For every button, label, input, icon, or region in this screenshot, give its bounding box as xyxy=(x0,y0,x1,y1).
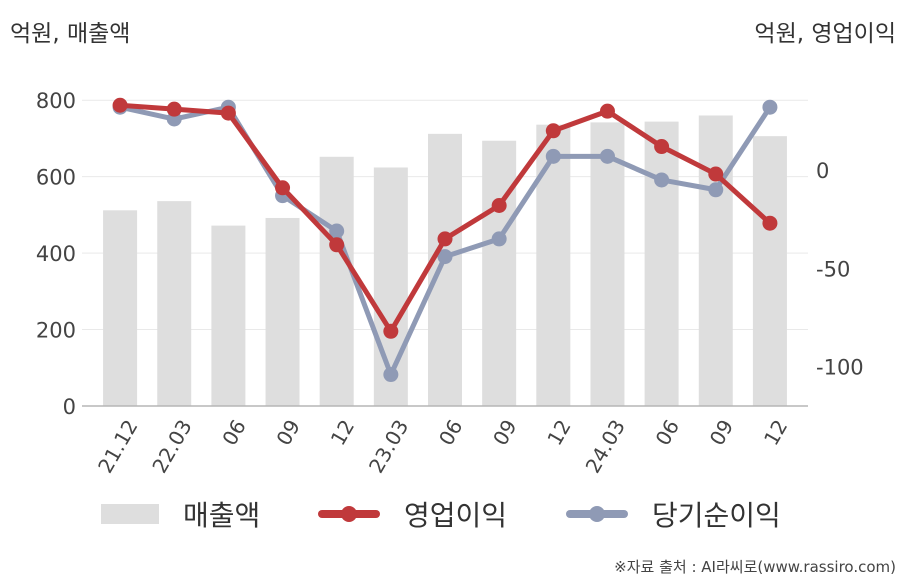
x-tick-label: 12 xyxy=(759,416,793,450)
operating-profit-point xyxy=(545,123,561,139)
revenue-bar xyxy=(265,217,300,406)
revenue-bar xyxy=(373,167,408,406)
net-income-point xyxy=(762,99,778,115)
revenue-bar xyxy=(752,136,787,406)
x-tick-label: 06 xyxy=(217,416,251,450)
right-axis-unit: 억원, 영업이익 xyxy=(754,21,896,47)
x-tick-label: 23.03 xyxy=(364,416,413,478)
legend-item-operating-profit: 영업이익 xyxy=(318,494,507,534)
revenue-bar xyxy=(644,121,679,407)
left-tick-label: 0 xyxy=(63,395,76,419)
right-tick-label: -100 xyxy=(816,356,864,380)
revenue-bar xyxy=(482,140,517,406)
operating-profit-point xyxy=(383,323,399,339)
operating-profit-point xyxy=(654,139,670,155)
left-axis-unit: 억원, 매출액 xyxy=(10,21,131,47)
source-note: ※자료 출처 : AI라씨로(www.rassiro.com) xyxy=(614,558,896,576)
x-tick-label: 09 xyxy=(705,416,739,450)
revenue-bars xyxy=(103,115,787,407)
x-tick-label: 12 xyxy=(326,416,360,450)
operating-profit-point xyxy=(762,215,778,231)
right-tick-label: -50 xyxy=(816,257,850,281)
x-tick-label: 12 xyxy=(542,416,576,450)
left-tick-label: 600 xyxy=(36,166,76,190)
x-tick-label: 24.03 xyxy=(580,416,629,478)
operating-profit-point xyxy=(112,97,128,113)
profit-lines xyxy=(112,97,778,383)
right-tick-label: 0 xyxy=(816,159,829,183)
operating-profit-point xyxy=(599,103,615,119)
operating-profit-point xyxy=(491,197,507,213)
operating-profit-point xyxy=(708,166,724,182)
net-income-point xyxy=(437,249,453,265)
operating-profit-point xyxy=(437,231,453,247)
x-tick-label: 09 xyxy=(271,416,305,450)
net-income-point xyxy=(708,182,724,198)
net-income-point xyxy=(545,148,561,164)
operating-profit-point xyxy=(220,105,236,121)
legend: 매출액 영업이익 당기순이익 xyxy=(0,494,908,534)
revenue-bar xyxy=(590,122,625,406)
x-tick-label: 06 xyxy=(434,416,468,450)
legend-swatch-net-income xyxy=(566,506,628,522)
revenue-bar xyxy=(698,115,733,406)
net-income-point xyxy=(329,223,345,239)
legend-label-operating-profit: 영업이익 xyxy=(404,499,508,532)
x-tick-label: 06 xyxy=(651,416,685,450)
revenue-bar xyxy=(157,201,192,406)
left-tick-label: 200 xyxy=(36,319,76,343)
revenue-bar xyxy=(428,133,462,406)
legend-label-net-income: 당기순이익 xyxy=(652,499,781,532)
revenue-bar xyxy=(103,210,138,406)
operating-profit-point xyxy=(166,101,182,117)
revenue-bar xyxy=(211,225,246,406)
revenue-bar xyxy=(536,124,571,406)
x-tick-label: 22.03 xyxy=(147,416,196,478)
legend-swatch-revenue xyxy=(101,504,159,524)
revenue-bar xyxy=(319,156,354,406)
legend-swatch-operating-profit xyxy=(318,506,380,522)
operating-profit-point xyxy=(329,237,345,253)
left-tick-label: 400 xyxy=(36,242,76,266)
legend-label-revenue: 매출액 xyxy=(183,499,261,532)
operating-profit-point xyxy=(275,180,291,196)
legend-item-revenue: 매출액 xyxy=(101,494,260,534)
x-tick-label: 09 xyxy=(488,415,522,449)
legend-item-net-income: 당기순이익 xyxy=(566,494,781,534)
net-income-point xyxy=(383,367,399,383)
net-income-point xyxy=(491,231,507,247)
left-tick-label: 800 xyxy=(36,89,76,113)
x-tick-label: 21.12 xyxy=(93,416,142,478)
net-income-point xyxy=(654,172,670,188)
net-income-point xyxy=(599,148,615,164)
